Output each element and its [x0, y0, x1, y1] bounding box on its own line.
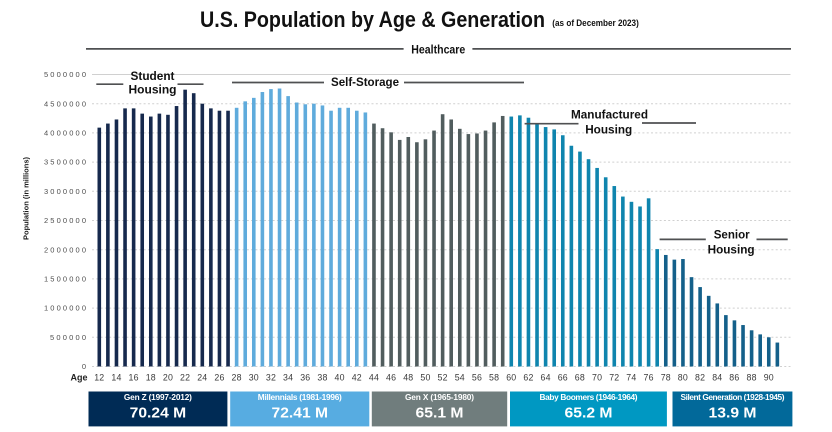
svg-text:13.9 M: 13.9 M	[709, 406, 757, 422]
svg-text:52: 52	[438, 373, 448, 383]
svg-text:32: 32	[266, 373, 276, 383]
svg-text:26: 26	[214, 373, 224, 383]
svg-text:74: 74	[626, 373, 636, 383]
svg-text:20: 20	[163, 373, 173, 383]
svg-text:Housing: Housing	[708, 242, 755, 256]
svg-text:66: 66	[558, 373, 568, 383]
svg-text:56: 56	[472, 373, 482, 383]
svg-text:64: 64	[541, 373, 551, 383]
svg-text:1000000: 1000000	[44, 304, 86, 313]
svg-text:80: 80	[678, 373, 688, 383]
svg-text:62: 62	[523, 373, 533, 383]
svg-text:46: 46	[386, 373, 396, 383]
svg-text:Silent Generation (1928-1945): Silent Generation (1928-1945)	[681, 392, 785, 402]
svg-text:28: 28	[232, 373, 242, 383]
svg-text:68: 68	[575, 373, 585, 383]
svg-text:82: 82	[695, 373, 705, 383]
svg-text:38: 38	[317, 373, 327, 383]
svg-text:65.1 M: 65.1 M	[416, 406, 464, 422]
svg-text:Housing: Housing	[585, 122, 632, 136]
svg-text:48: 48	[403, 373, 413, 383]
svg-text:0: 0	[82, 362, 86, 371]
svg-text:86: 86	[729, 373, 739, 383]
svg-text:70.24 M: 70.24 M	[130, 406, 187, 422]
svg-text:4500000: 4500000	[44, 99, 86, 108]
svg-text:Student: Student	[131, 69, 175, 83]
svg-text:70: 70	[592, 373, 602, 383]
svg-text:3000000: 3000000	[44, 187, 86, 196]
svg-text:U.S. Population by Age & Gener: U.S. Population by Age & Generation	[200, 7, 545, 32]
svg-text:76: 76	[644, 373, 654, 383]
svg-text:Age: Age	[70, 373, 87, 383]
svg-text:16: 16	[129, 373, 139, 383]
svg-text:78: 78	[661, 373, 671, 383]
svg-text:34: 34	[283, 373, 293, 383]
svg-text:18: 18	[146, 373, 156, 383]
svg-text:88: 88	[747, 373, 757, 383]
svg-text:Self-Storage: Self-Storage	[331, 75, 399, 89]
svg-text:Senior: Senior	[714, 227, 750, 241]
svg-text:Gen X (1965-1980): Gen X (1965-1980)	[405, 392, 474, 402]
svg-text:Healthcare: Healthcare	[411, 42, 465, 56]
svg-text:60: 60	[506, 373, 516, 383]
svg-text:40: 40	[335, 373, 345, 383]
svg-text:36: 36	[300, 373, 310, 383]
svg-text:65.2 M: 65.2 M	[565, 406, 613, 422]
svg-text:Millennials (1981-1996): Millennials (1981-1996)	[258, 392, 342, 402]
svg-text:50: 50	[420, 373, 430, 383]
svg-text:72: 72	[609, 373, 619, 383]
svg-text:2000000: 2000000	[44, 245, 86, 254]
svg-text:Baby Boomers (1946-1964): Baby Boomers (1946-1964)	[540, 392, 638, 402]
svg-text:Gen Z (1997-2012): Gen Z (1997-2012)	[124, 392, 192, 402]
svg-text:Housing: Housing	[129, 83, 177, 97]
svg-text:72.41 M: 72.41 M	[272, 406, 329, 422]
svg-text:12: 12	[94, 373, 104, 383]
svg-text:30: 30	[249, 373, 259, 383]
svg-text:22: 22	[180, 373, 190, 383]
svg-text:44: 44	[369, 373, 379, 383]
svg-text:54: 54	[455, 373, 465, 383]
svg-text:5000000: 5000000	[44, 70, 86, 79]
svg-text:Manufactured: Manufactured	[571, 108, 648, 122]
svg-text:24: 24	[197, 373, 207, 383]
svg-text:Population (in millions): Population (in millions)	[22, 156, 31, 240]
svg-text:(as of December 2023): (as of December 2023)	[552, 18, 639, 28]
svg-text:1500000: 1500000	[44, 275, 86, 284]
svg-text:3500000: 3500000	[44, 158, 86, 167]
svg-text:14: 14	[111, 373, 121, 383]
svg-text:4000000: 4000000	[44, 129, 86, 138]
svg-text:84: 84	[712, 373, 722, 383]
svg-text:42: 42	[352, 373, 362, 383]
svg-text:2500000: 2500000	[44, 216, 86, 225]
svg-text:58: 58	[489, 373, 499, 383]
svg-text:90: 90	[764, 373, 774, 383]
